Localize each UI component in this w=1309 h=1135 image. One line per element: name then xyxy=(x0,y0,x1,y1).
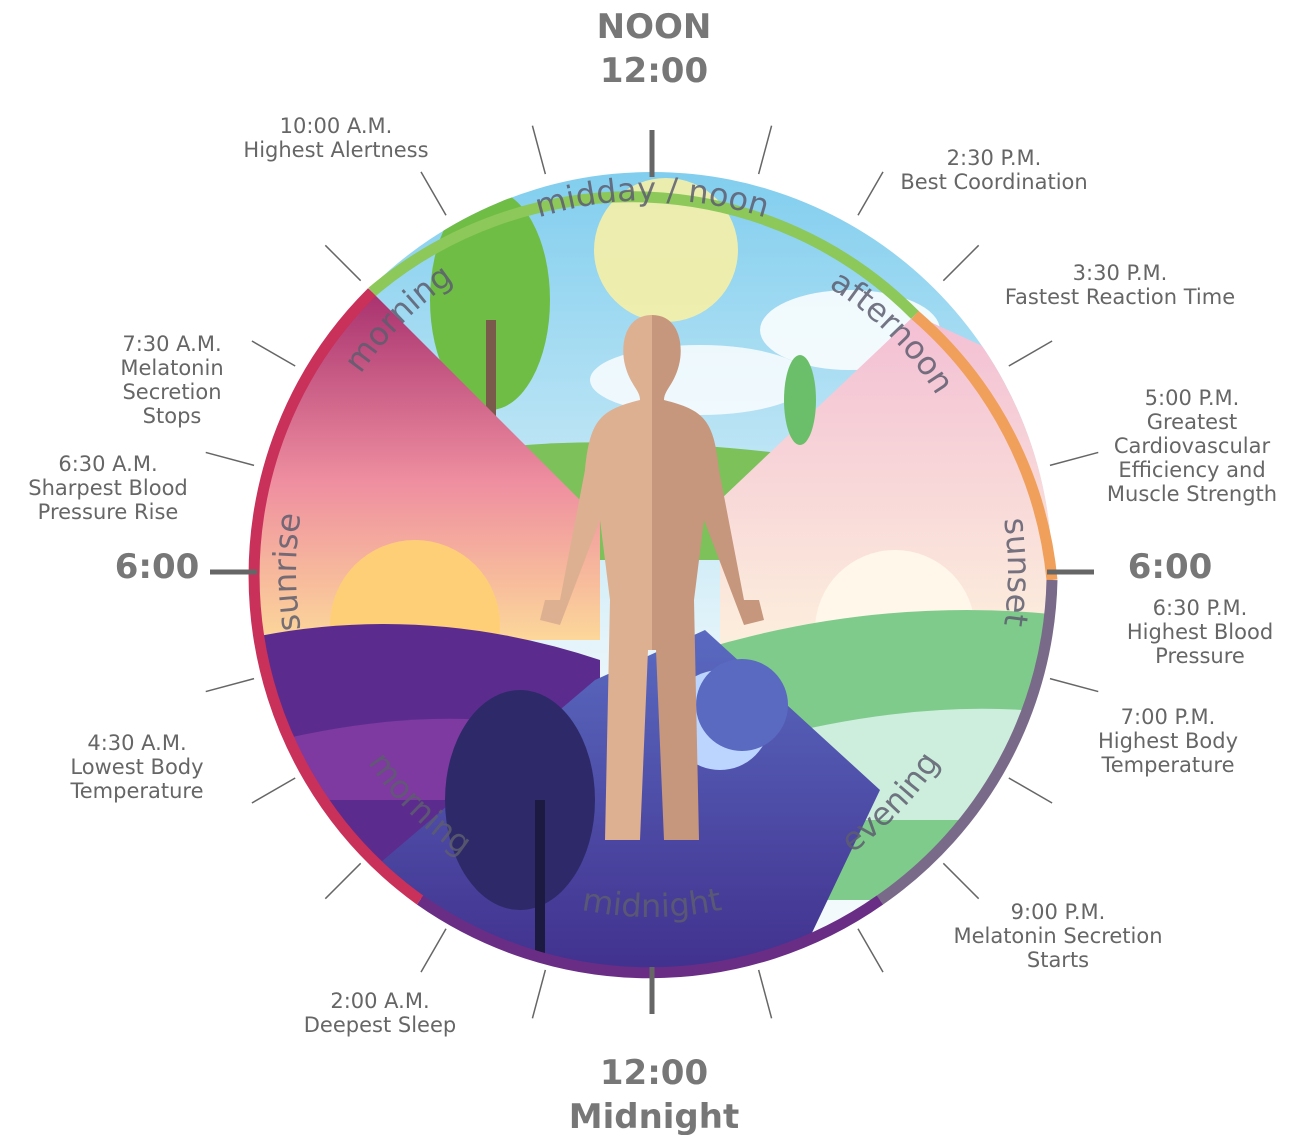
minor-tick xyxy=(857,171,884,216)
event-text: Best Coordination xyxy=(900,170,1087,194)
midnight-label: Midnight xyxy=(569,1097,739,1135)
event-text: Pressure xyxy=(1155,644,1245,668)
period-label: sunrise xyxy=(266,510,309,633)
minor-tick xyxy=(942,862,980,900)
period-label: midnight xyxy=(580,880,725,925)
event-text: Sharpest Blood xyxy=(28,476,188,500)
event-time: 2:00 A.M. xyxy=(330,989,429,1013)
event-time: 2:30 P.M. xyxy=(947,146,1042,170)
minor-tick xyxy=(1049,677,1099,693)
minor-tick xyxy=(1008,777,1053,804)
scene xyxy=(252,172,1052,972)
event-time: 10:00 A.M. xyxy=(280,114,393,138)
period-label: sunset xyxy=(996,515,1038,629)
event-text: Highest Alertness xyxy=(243,138,428,162)
six-pm: 6:00 xyxy=(1128,547,1213,587)
event-text: Fastest Reaction Time xyxy=(1005,285,1235,309)
event-time: 7:30 A.M. xyxy=(122,332,221,356)
event-time: 3:30 P.M. xyxy=(1073,261,1168,285)
minor-tick xyxy=(324,862,362,900)
minor-tick xyxy=(1008,340,1053,367)
event-text: Deepest Sleep xyxy=(304,1013,456,1037)
event-text: Stops xyxy=(143,404,202,428)
minor-tick xyxy=(1049,451,1099,467)
minor-tick xyxy=(420,928,447,973)
minor-tick xyxy=(324,244,362,282)
minor-tick xyxy=(757,969,773,1019)
event-text: Melatonin Secretion xyxy=(953,924,1162,948)
event-text: Starts xyxy=(1027,948,1089,972)
event-text: Temperature xyxy=(1100,753,1234,777)
event-text: Highest Blood xyxy=(1127,620,1273,644)
event-text: Temperature xyxy=(69,779,203,803)
event-time: 7:00 P.M. xyxy=(1121,705,1216,729)
event-text: Highest Body xyxy=(1098,729,1238,753)
minor-tick xyxy=(531,125,547,175)
event-text: Cardiovascular xyxy=(1114,434,1271,458)
minor-tick xyxy=(205,677,255,693)
event-text: Pressure Rise xyxy=(38,500,179,524)
event-time: 5:00 P.M. xyxy=(1145,386,1240,410)
midnight-time: 12:00 xyxy=(600,1053,708,1093)
event-time: 6:30 A.M. xyxy=(58,452,157,476)
period-text: sunset xyxy=(996,515,1038,629)
minor-tick xyxy=(420,171,447,216)
minor-tick xyxy=(531,969,547,1019)
period-text: midnight xyxy=(580,880,725,925)
noon-time: 12:00 xyxy=(600,51,708,91)
period-text: sunrise xyxy=(266,510,309,633)
minor-tick xyxy=(205,451,255,467)
hour-ticks xyxy=(205,125,1099,1019)
event-time: 9:00 P.M. xyxy=(1011,900,1106,924)
minor-tick xyxy=(857,928,884,973)
event-text: Secretion xyxy=(122,380,221,404)
event-text: Melatonin xyxy=(120,356,223,380)
event-time: 4:30 A.M. xyxy=(87,731,186,755)
minor-tick xyxy=(251,340,296,367)
event-text: Efficiency and xyxy=(1118,458,1265,482)
event-text: Greatest xyxy=(1147,410,1238,434)
six-am: 6:00 xyxy=(115,547,200,587)
minor-tick xyxy=(942,244,980,282)
minor-tick xyxy=(757,125,773,175)
event-text: Lowest Body xyxy=(70,755,203,779)
minor-tick xyxy=(251,777,296,804)
event-text: Muscle Strength xyxy=(1107,482,1277,506)
noon-label: NOON xyxy=(597,7,712,47)
event-time: 6:30 P.M. xyxy=(1153,596,1248,620)
